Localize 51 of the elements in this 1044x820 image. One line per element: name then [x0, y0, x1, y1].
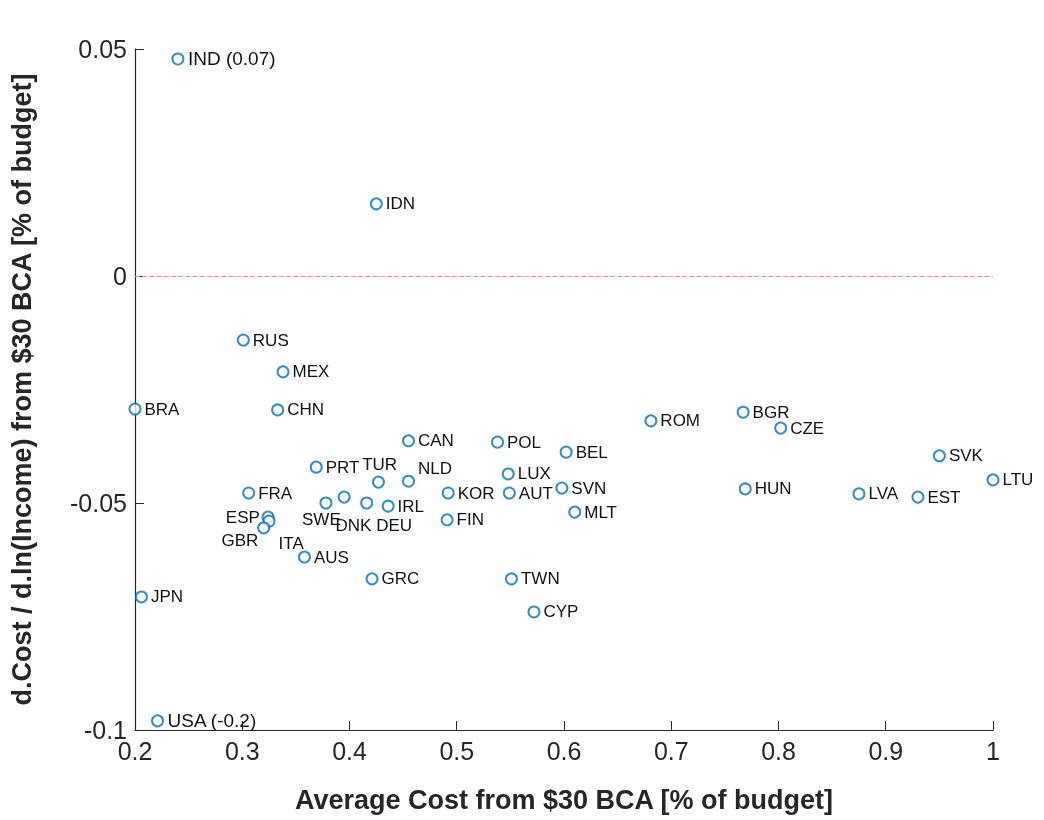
annotation: IND (0.07): [187, 48, 276, 70]
data-label: LUX: [517, 464, 551, 484]
data-label: DEU: [376, 515, 413, 535]
data-label: ESP: [225, 507, 260, 527]
data-label: GRC: [381, 569, 420, 589]
data-label: LVA: [868, 484, 899, 504]
data-label: MLT: [584, 502, 617, 522]
data-label: RUS: [252, 330, 289, 350]
data-label: BRA: [144, 399, 181, 419]
data-label: LTU: [1002, 470, 1034, 490]
data-label: AUT: [518, 483, 553, 503]
x-tick-label: 0.5: [439, 736, 475, 765]
data-label: FRA: [258, 483, 293, 503]
x-tick-label: 0.3: [224, 736, 260, 765]
data-label: CZE: [790, 418, 825, 438]
data-label: CHN: [287, 400, 324, 420]
data-label: GBR: [221, 531, 259, 551]
data-label: TUR: [362, 454, 398, 474]
data-label: EST: [927, 487, 961, 507]
data-label: ROM: [660, 411, 701, 431]
y-axis-title: d.Cost / d.ln(Income) from $30 BCA [% of budget]: [6, 73, 37, 706]
data-label: AUS: [313, 547, 349, 567]
data-label: IRL: [397, 496, 425, 516]
x-tick-label: 0.9: [868, 736, 904, 765]
data-label: ITA: [278, 533, 305, 553]
data-label: TWN: [520, 569, 560, 589]
data-label: NLD: [417, 458, 452, 478]
y-tick-label: -0.05: [70, 489, 127, 517]
x-tick-label: 0.4: [332, 736, 367, 765]
data-label: CAN: [417, 431, 454, 451]
data-label: SVN: [571, 478, 607, 498]
x-tick-label: 0.6: [546, 736, 582, 765]
data-label: MEX: [292, 362, 330, 382]
y-tick-label: 0.05: [78, 35, 127, 63]
data-label: POL: [507, 432, 542, 452]
data-label: BGR: [752, 402, 790, 422]
data-label: HUN: [754, 479, 792, 499]
x-tick-label: 0.7: [653, 736, 689, 765]
data-label: BEL: [575, 442, 608, 462]
data-label: FIN: [456, 510, 484, 530]
data-label: PRT: [325, 457, 360, 477]
data-label: SVK: [948, 446, 984, 466]
x-tick-label: 1: [986, 736, 1000, 765]
data-label: JPN: [150, 587, 184, 607]
data-label: IDN: [385, 194, 416, 214]
annotation: USA (-0.2): [167, 710, 257, 732]
y-tick-label: 0: [113, 262, 127, 290]
data-label: KOR: [457, 483, 495, 503]
x-axis-title: Average Cost from $30 BCA [% of budget]: [294, 784, 834, 815]
x-tick-label: 0.8: [761, 736, 796, 765]
data-label: CYP: [543, 602, 579, 622]
